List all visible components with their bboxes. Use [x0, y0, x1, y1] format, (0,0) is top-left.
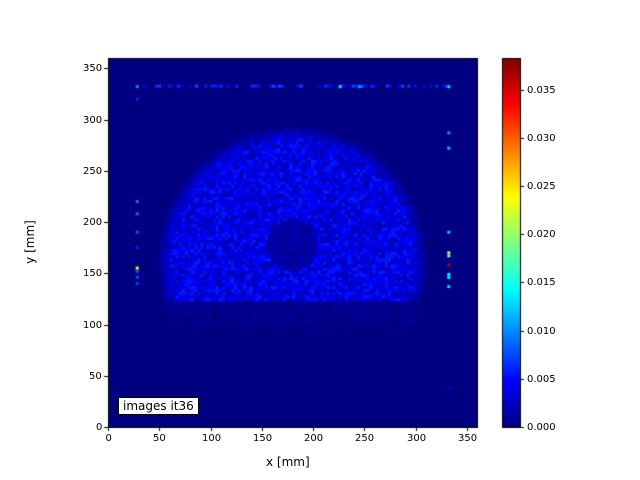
y-tick-label: 0 [96, 422, 103, 433]
x-tick-label: 100 [202, 433, 222, 444]
x-tick-label: 200 [304, 433, 324, 444]
colorbar-tick-label: 0.015 [527, 277, 556, 288]
y-tick-label: 150 [83, 268, 103, 279]
x-tick-label: 150 [253, 433, 273, 444]
x-tick-label: 300 [407, 433, 427, 444]
annotation-box: images it36 [118, 397, 199, 415]
colorbar-tick-label: 0.005 [527, 374, 556, 385]
y-tick-label: 350 [83, 63, 103, 74]
y-tick-label: 250 [83, 166, 103, 177]
x-tick-label: 0 [105, 433, 112, 444]
colorbar-tick-label: 0.000 [527, 422, 556, 433]
colorbar-tick-label: 0.010 [527, 326, 556, 337]
y-tick-label: 100 [83, 320, 103, 331]
x-tick-label: 250 [355, 433, 375, 444]
y-tick-label: 50 [89, 371, 102, 382]
colorbar-tick-label: 0.035 [527, 85, 556, 96]
colorbar-tick-label: 0.025 [527, 181, 556, 192]
colorbar-tick-label: 0.020 [527, 229, 556, 240]
x-axis-label: x [mm] [266, 455, 310, 469]
y-tick-label: 300 [83, 115, 103, 126]
y-tick-label: 200 [83, 217, 103, 228]
colorbar-tick-label: 0.030 [527, 133, 556, 144]
y-axis-label: y [mm] [23, 220, 37, 264]
x-tick-label: 50 [153, 433, 166, 444]
x-tick-label: 350 [458, 433, 478, 444]
